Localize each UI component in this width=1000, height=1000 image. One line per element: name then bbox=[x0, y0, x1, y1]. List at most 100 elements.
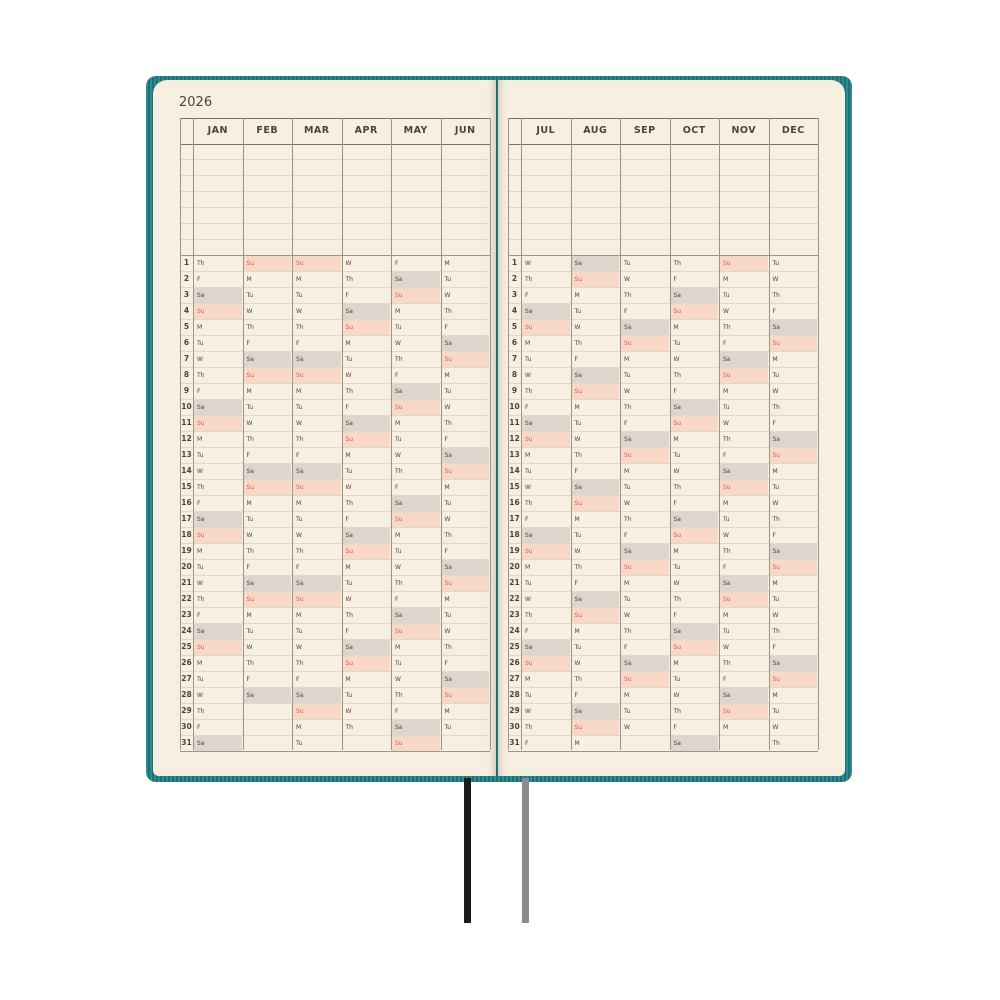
day-cell[interactable]: F bbox=[525, 404, 529, 411]
day-cell[interactable]: M bbox=[296, 612, 302, 619]
day-cell[interactable]: Sa bbox=[243, 464, 291, 479]
day-cell[interactable]: Sa bbox=[392, 384, 440, 399]
day-cell[interactable]: Th bbox=[574, 340, 582, 347]
day-cell[interactable]: W bbox=[444, 516, 451, 523]
day-cell[interactable]: Th bbox=[525, 612, 533, 619]
day-cell[interactable]: W bbox=[574, 660, 581, 667]
day-cell[interactable]: Su bbox=[243, 480, 291, 495]
day-cell[interactable]: Th bbox=[525, 276, 533, 283]
day-cell[interactable]: W bbox=[395, 340, 401, 347]
day-cell[interactable]: Sa bbox=[194, 400, 242, 415]
day-cell[interactable]: W bbox=[246, 532, 253, 539]
day-cell[interactable]: Sa bbox=[571, 256, 619, 271]
day-cell[interactable]: Sa bbox=[769, 544, 817, 559]
day-cell[interactable]: W bbox=[444, 628, 451, 635]
day-cell[interactable]: M bbox=[296, 388, 302, 395]
day-cell[interactable]: W bbox=[772, 724, 779, 731]
day-cell[interactable]: Th bbox=[395, 468, 403, 475]
day-cell[interactable]: Sa bbox=[342, 528, 390, 543]
day-cell[interactable]: F bbox=[772, 308, 776, 315]
day-cell[interactable]: F bbox=[723, 676, 727, 683]
day-cell[interactable]: Tu bbox=[624, 372, 631, 379]
day-cell[interactable]: W bbox=[673, 580, 680, 587]
day-cell[interactable]: F bbox=[525, 292, 529, 299]
day-cell[interactable]: W bbox=[772, 276, 779, 283]
day-cell[interactable]: Su bbox=[670, 304, 718, 319]
day-cell[interactable]: F bbox=[395, 372, 399, 379]
day-cell[interactable]: W bbox=[296, 532, 302, 539]
day-cell[interactable]: Su bbox=[621, 672, 669, 687]
day-cell[interactable]: Tu bbox=[772, 708, 780, 715]
day-cell[interactable]: Su bbox=[571, 608, 619, 623]
day-cell[interactable]: F bbox=[574, 356, 578, 363]
day-cell[interactable]: Th bbox=[574, 564, 582, 571]
day-cell[interactable]: F bbox=[246, 340, 250, 347]
day-cell[interactable]: W bbox=[574, 436, 581, 443]
day-cell[interactable]: Su bbox=[194, 304, 242, 319]
day-cell[interactable]: Sa bbox=[720, 352, 768, 367]
day-cell[interactable]: F bbox=[296, 452, 300, 459]
day-cell[interactable]: Th bbox=[246, 660, 254, 667]
day-cell[interactable]: Sa bbox=[441, 560, 489, 575]
day-cell[interactable]: Tu bbox=[624, 484, 631, 491]
day-cell[interactable]: F bbox=[395, 708, 399, 715]
day-cell[interactable]: Sa bbox=[720, 464, 768, 479]
day-cell[interactable]: Sa bbox=[441, 336, 489, 351]
day-cell[interactable]: Tu bbox=[395, 324, 402, 331]
day-cell[interactable]: Sa bbox=[293, 352, 341, 367]
day-cell[interactable]: Tu bbox=[723, 628, 730, 635]
day-cell[interactable]: Th bbox=[345, 388, 353, 395]
day-cell[interactable]: W bbox=[723, 420, 729, 427]
day-cell[interactable]: Th bbox=[624, 404, 632, 411]
day-cell[interactable]: Tu bbox=[574, 644, 582, 651]
day-cell[interactable]: W bbox=[296, 308, 302, 315]
day-cell[interactable]: M bbox=[525, 676, 531, 683]
day-cell[interactable]: Th bbox=[723, 324, 731, 331]
day-cell[interactable]: Tu bbox=[444, 612, 452, 619]
day-cell[interactable]: M bbox=[395, 532, 401, 539]
day-cell[interactable]: F bbox=[246, 452, 250, 459]
day-cell[interactable]: F bbox=[296, 340, 300, 347]
day-cell[interactable]: Tu bbox=[673, 452, 681, 459]
day-cell[interactable]: M bbox=[673, 324, 679, 331]
day-cell[interactable]: W bbox=[574, 324, 581, 331]
day-cell[interactable]: Sa bbox=[670, 512, 718, 527]
day-cell[interactable]: F bbox=[673, 276, 677, 283]
day-cell[interactable]: Tu bbox=[772, 484, 780, 491]
day-cell[interactable]: Tu bbox=[772, 372, 780, 379]
day-cell[interactable]: Th bbox=[772, 404, 780, 411]
day-cell[interactable]: Tu bbox=[395, 660, 402, 667]
day-cell[interactable]: M bbox=[246, 276, 252, 283]
day-cell[interactable]: Tu bbox=[673, 340, 681, 347]
day-cell[interactable]: W bbox=[673, 468, 680, 475]
day-cell[interactable]: W bbox=[444, 404, 451, 411]
day-cell[interactable]: Sa bbox=[769, 432, 817, 447]
day-cell[interactable]: Su bbox=[392, 400, 440, 415]
day-cell[interactable]: Tu bbox=[296, 292, 303, 299]
day-cell[interactable]: M bbox=[296, 276, 302, 283]
day-cell[interactable]: Tu bbox=[345, 692, 353, 699]
day-cell[interactable]: Tu bbox=[525, 692, 532, 699]
day-cell[interactable]: M bbox=[772, 580, 778, 587]
day-cell[interactable]: Th bbox=[673, 596, 681, 603]
day-cell[interactable]: M bbox=[246, 612, 252, 619]
day-cell[interactable]: M bbox=[574, 628, 580, 635]
day-cell[interactable]: F bbox=[197, 388, 201, 395]
day-cell[interactable]: W bbox=[345, 260, 352, 267]
day-cell[interactable]: M bbox=[673, 660, 679, 667]
day-cell[interactable]: M bbox=[197, 324, 203, 331]
day-cell[interactable]: Th bbox=[246, 324, 254, 331]
day-cell[interactable]: M bbox=[723, 724, 729, 731]
day-cell[interactable]: F bbox=[574, 468, 578, 475]
day-cell[interactable]: Su bbox=[522, 432, 570, 447]
day-cell[interactable]: F bbox=[673, 388, 677, 395]
day-cell[interactable]: F bbox=[525, 516, 529, 523]
day-cell[interactable]: Su bbox=[293, 368, 341, 383]
day-cell[interactable]: Su bbox=[621, 560, 669, 575]
day-cell[interactable]: Tu bbox=[197, 452, 204, 459]
day-cell[interactable]: Tu bbox=[395, 548, 402, 555]
day-cell[interactable]: Su bbox=[522, 320, 570, 335]
day-cell[interactable]: Su bbox=[243, 592, 291, 607]
day-cell[interactable]: M bbox=[395, 644, 401, 651]
day-cell[interactable]: Th bbox=[772, 516, 780, 523]
